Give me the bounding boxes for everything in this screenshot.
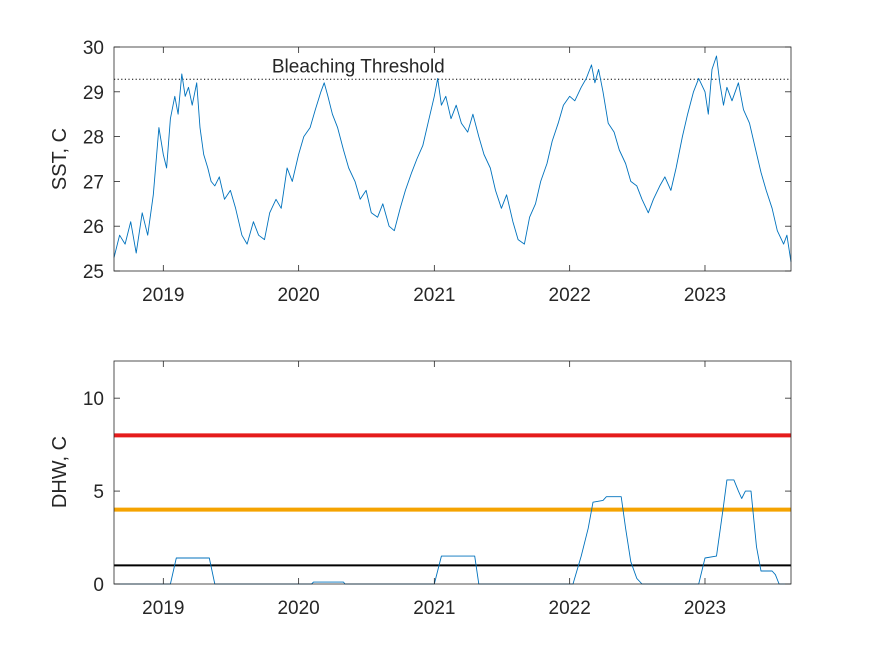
- sst-axes-background: [114, 47, 791, 271]
- sst-y-tick-label-25: 25: [83, 262, 104, 283]
- dhw-axes-background: [114, 361, 791, 584]
- sst-axes-box: [113, 46, 792, 272]
- dhw-x-ticks: 2019 2020 2021 2022 2023: [142, 361, 726, 619]
- sst-y-tick-label-28: 28: [83, 128, 104, 149]
- sst-x-tick-label-2021: 2021: [413, 285, 455, 306]
- dhw-y-tick-label-5: 5: [93, 482, 104, 503]
- dhw-reference-lines: [114, 433, 791, 567]
- bleaching-threshold-annotation: Bleaching Threshold: [272, 56, 445, 77]
- sst-x-tick-label-2020: 2020: [277, 285, 319, 306]
- dhw-x-tick-label-2023: 2023: [684, 598, 726, 619]
- sst-y-tick-label-26: 26: [83, 217, 104, 238]
- dhw-x-tick-label-2020: 2020: [277, 598, 319, 619]
- dhw-y-tick-label-10: 10: [83, 389, 104, 410]
- sst-y-ticks: 25 26 27 28 29 30: [83, 38, 791, 283]
- sst-x-tick-label-2023: 2023: [684, 285, 726, 306]
- dhw-axes-box: [113, 360, 792, 585]
- dhw-series-layer: [114, 479, 791, 585]
- sst-chart-panel: 25 26 27 28 29 30 2019 2020 2021 2022 2023 Bleach…: [49, 38, 792, 306]
- sst-y-tick-label-27: 27: [83, 172, 104, 193]
- dhw-y-axis-label: DHW, C: [49, 436, 71, 508]
- sst-x-tick-label-2019: 2019: [142, 285, 184, 306]
- dhw-x-tick-label-2022: 2022: [549, 598, 591, 619]
- sst-series-layer: [113, 55, 792, 263]
- sst-y-tick-label-29: 29: [83, 83, 104, 104]
- sst-series-line-0: [113, 55, 792, 263]
- dhw-x-tick-label-2021: 2021: [413, 598, 455, 619]
- sst-y-tick-label-30: 30: [83, 38, 104, 59]
- sst-x-tick-label-2022: 2022: [549, 285, 591, 306]
- dhw-chart-panel: 0 5 10 2019 2020 2021 2022 2023 DHW, C: [49, 360, 792, 619]
- sst-x-ticks: 2019 2020 2021 2022 2023: [142, 47, 726, 306]
- dhw-x-tick-label-2019: 2019: [142, 598, 184, 619]
- dhw-series-line-0: [114, 479, 791, 585]
- dhw-y-tick-label-0: 0: [93, 575, 104, 596]
- sst-y-axis-label: SST, C: [49, 128, 71, 190]
- dhw-y-ticks: 0 5 10: [83, 389, 791, 596]
